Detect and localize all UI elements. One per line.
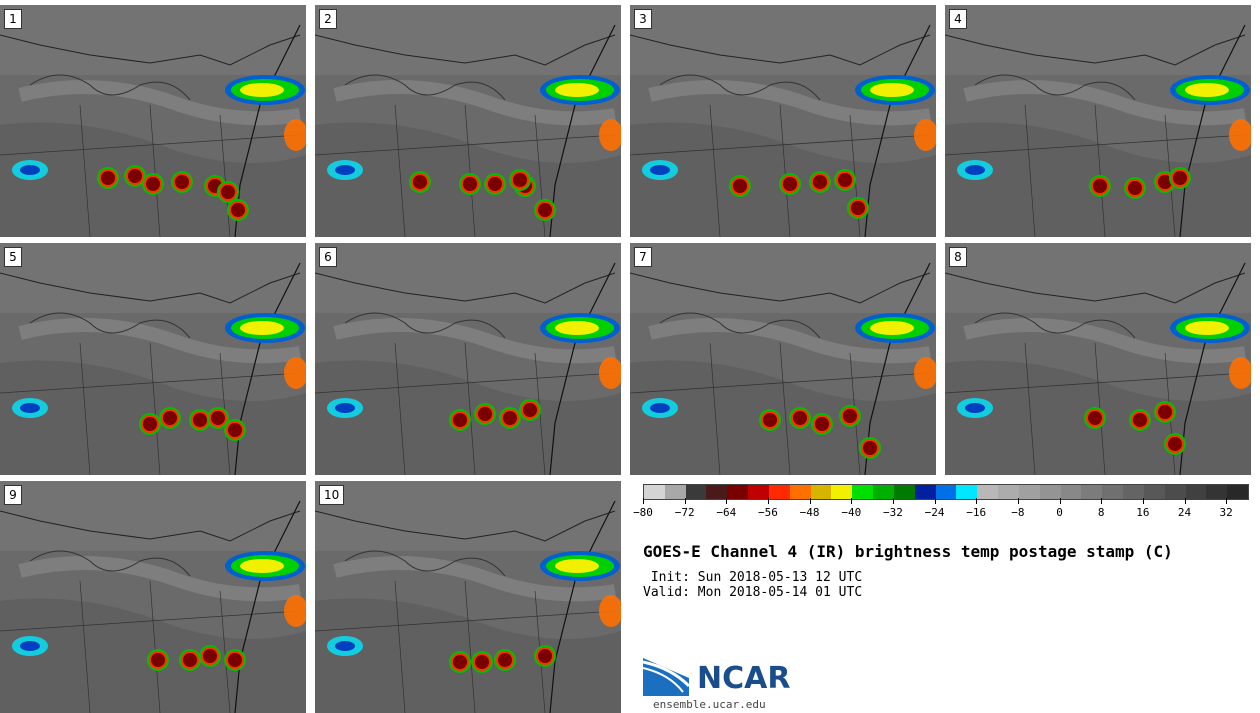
colorbar-segment	[956, 485, 978, 499]
colorbar-segment	[1102, 485, 1124, 499]
colorbar-segment	[1206, 485, 1228, 499]
colorbar-segment	[873, 485, 894, 499]
panel-number-label: 2	[319, 9, 337, 29]
colorbar-tick	[767, 498, 769, 504]
valid-time: Valid: Mon 2018-05-14 01 UTC	[643, 585, 863, 600]
ensemble-member-panel: 6	[315, 243, 621, 475]
colorbar-segment	[831, 485, 853, 499]
colorbar-segment	[748, 485, 769, 499]
ir-satellite-map	[0, 5, 306, 237]
ensemble-member-panel: 3	[630, 5, 936, 237]
panel-number-label: 5	[4, 247, 22, 267]
colorbar-tick	[1101, 498, 1103, 504]
colorbar-tick	[809, 498, 811, 504]
ensemble-url: ensemble.ucar.edu	[653, 698, 766, 711]
colorbar-segment	[998, 485, 1019, 499]
colorbar-tick	[976, 498, 978, 504]
colorbar-tick	[643, 498, 644, 504]
colorbar-segment	[706, 485, 728, 499]
ir-satellite-map	[315, 5, 621, 237]
colorbar-segment	[1039, 485, 1061, 499]
colorbar-tick-label: 0	[1056, 506, 1063, 519]
ir-satellite-map	[630, 5, 936, 237]
panel-number-label: 10	[319, 485, 345, 505]
ensemble-member-panel: 1	[0, 5, 306, 237]
figure-title: GOES-E Channel 4 (IR) brightness temp po…	[643, 542, 1173, 561]
ensemble-member-panel: 9	[0, 481, 306, 713]
ensemble-member-panel: 10	[315, 481, 621, 713]
panel-number-label: 1	[4, 9, 22, 29]
colorbar-segment	[935, 485, 957, 499]
colorbar-tick-label: 24	[1177, 506, 1192, 519]
init-time: Init: Sun 2018-05-13 12 UTC	[643, 570, 863, 585]
colorbar-segment	[977, 485, 999, 499]
ensemble-member-panel: 7	[630, 243, 936, 475]
ir-satellite-map	[945, 5, 1251, 237]
colorbar-tick-label: −8	[1011, 506, 1025, 519]
colorbar-tick-label: −64	[716, 506, 737, 519]
colorbar-tick-label: −56	[758, 506, 778, 519]
temperature-colorbar	[643, 484, 1249, 500]
ir-satellite-map	[315, 481, 621, 713]
colorbar-tick	[1142, 498, 1144, 504]
colorbar-segment	[727, 485, 749, 499]
ir-satellite-map	[630, 243, 936, 475]
colorbar-tick-label: 8	[1097, 506, 1105, 519]
colorbar-segment	[1143, 485, 1165, 499]
colorbar-tick-label: 16	[1136, 506, 1150, 519]
ir-satellite-map	[0, 243, 306, 475]
ncar-logo-icon	[643, 658, 691, 696]
colorbar-tick	[1184, 498, 1186, 504]
ir-satellite-map	[0, 481, 306, 713]
colorbar-tick	[684, 498, 686, 504]
colorbar-segment	[1081, 485, 1103, 499]
ncar-logo-text: NCAR	[697, 661, 791, 696]
colorbar-segment	[893, 485, 915, 499]
panel-number-label: 9	[4, 485, 22, 505]
ensemble-member-panel: 8	[945, 243, 1251, 475]
colorbar-tick	[726, 498, 728, 504]
colorbar-segment	[810, 485, 832, 499]
ensemble-member-panel: 5	[0, 243, 306, 475]
colorbar-tick-label: −80	[633, 506, 653, 519]
colorbar-tick-label: −16	[966, 506, 987, 519]
ir-satellite-map	[315, 243, 621, 475]
colorbar-segment	[1185, 485, 1207, 499]
colorbar-tick-label: −72	[674, 506, 695, 519]
colorbar-segment	[685, 485, 707, 499]
colorbar-segment	[1060, 485, 1082, 499]
colorbar-segment	[914, 485, 936, 499]
colorbar-segment	[1227, 485, 1249, 499]
panel-number-label: 7	[634, 247, 652, 267]
colorbar-tick-label: 32	[1219, 506, 1233, 519]
colorbar-tick	[1226, 498, 1228, 504]
colorbar-segment	[1018, 485, 1040, 499]
panel-number-label: 4	[949, 9, 967, 29]
colorbar-tick	[1059, 498, 1061, 504]
colorbar-segment	[768, 485, 790, 499]
ir-satellite-map	[945, 243, 1251, 475]
colorbar-tick-label: −24	[924, 506, 945, 519]
colorbar-segment	[852, 485, 874, 499]
colorbar-tick-label: −32	[882, 506, 903, 519]
colorbar-segment	[1123, 485, 1144, 499]
colorbar-tick	[934, 498, 936, 504]
colorbar-segment	[1164, 485, 1186, 499]
colorbar-tick-label: −40	[841, 506, 862, 519]
colorbar-segment	[664, 485, 686, 499]
colorbar-segment	[789, 485, 811, 499]
colorbar-ticks: −80 −72 −64 −56 −48 −40 −32 −24 −16 −8 0 8 16 24 32	[633, 498, 1247, 522]
ensemble-member-panel: 2	[315, 5, 621, 237]
colorbar-tick	[892, 498, 894, 504]
colorbar-segment	[644, 485, 665, 499]
panel-number-label: 8	[949, 247, 967, 267]
colorbar-tick-label: −48	[799, 506, 820, 519]
ensemble-member-panel: 4	[945, 5, 1251, 237]
colorbar-tick	[851, 498, 853, 504]
panel-number-label: 3	[634, 9, 652, 29]
panel-number-label: 6	[319, 247, 337, 267]
colorbar-tick	[1017, 498, 1019, 504]
